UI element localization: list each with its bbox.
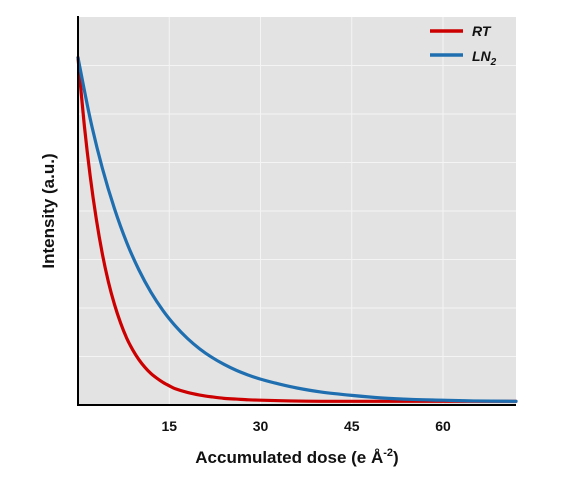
x-axis-label-closing: ) xyxy=(393,448,399,467)
x-tick-label-30: 30 xyxy=(253,418,269,434)
series-line-rt xyxy=(76,56,518,403)
x-tick-labels: 15 30 45 60 xyxy=(161,418,451,434)
x-axis-label-superscript: -2 xyxy=(383,447,393,459)
x-axis-label: Accumulated dose (e Å-2) xyxy=(195,447,398,467)
y-axis-label: Intensity (a.u.) xyxy=(39,153,58,268)
x-tick-label-60: 60 xyxy=(435,418,451,434)
x-tick-label-15: 15 xyxy=(161,418,177,434)
legend-label-ln2-subscript: 2 xyxy=(490,57,497,68)
legend: RT LN2 xyxy=(430,23,497,68)
series-layer xyxy=(76,56,518,403)
legend-label-rt: RT xyxy=(472,23,492,39)
legend-label-ln2: LN2 xyxy=(472,48,497,68)
x-tick-label-45: 45 xyxy=(344,418,360,434)
series-line-ln2 xyxy=(76,56,518,403)
gridlines xyxy=(78,17,516,405)
axis-layer xyxy=(77,16,516,406)
